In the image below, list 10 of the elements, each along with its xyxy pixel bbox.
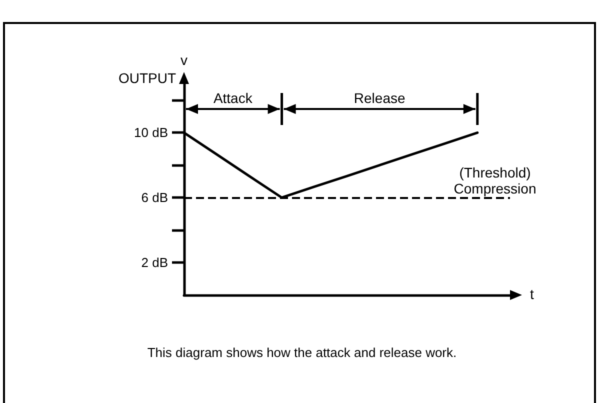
x-axis-title: t	[529, 286, 535, 302]
text: This diagram shows how the attack and release work.	[145, 345, 459, 360]
y-axis-title: OUTPUT	[117, 70, 177, 86]
annotation: Attack	[211, 90, 254, 106]
text: v	[180, 52, 188, 68]
y-tick-label: 10 dB	[134, 125, 168, 140]
annotation: Release	[352, 90, 408, 106]
y-tick-label: 6 dB	[141, 190, 168, 206]
y-tick-label: 2 dB	[141, 255, 168, 270]
ref-line-label: (Threshold) Compression	[454, 164, 536, 197]
